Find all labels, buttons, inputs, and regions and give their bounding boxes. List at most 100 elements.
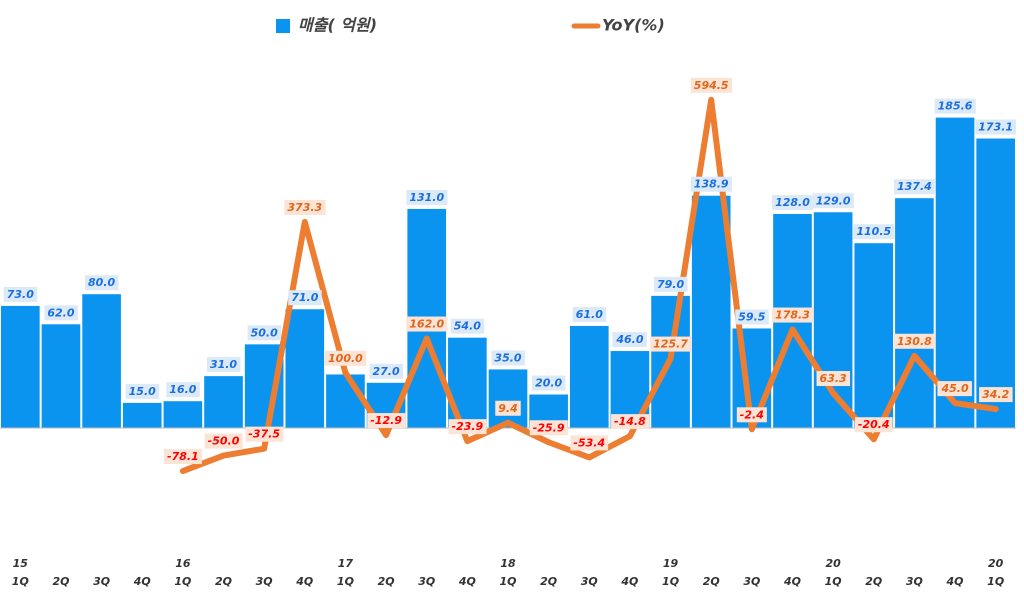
yoy-value-label: -20.4 (858, 418, 890, 431)
bar-value-label-bg (612, 332, 647, 348)
bar-value-label: 50.0 (251, 326, 278, 339)
bar-value-label: 137.4 (897, 180, 932, 193)
x-year-label: 19 (663, 557, 679, 570)
x-tick-label: 3Q (256, 575, 273, 588)
bar-value-label-group: 20.0 (532, 375, 566, 391)
bar-value-label-bg (572, 306, 607, 322)
bar-value-label-bg (450, 318, 485, 334)
bar-value-label-bg (288, 290, 322, 306)
bar (326, 374, 365, 428)
bar-value-label-bg (934, 98, 976, 114)
bar (82, 294, 121, 428)
x-tick-label: 3Q (93, 575, 110, 588)
bar-value-label: 27.0 (373, 365, 400, 378)
yoy-value-label-group: -37.5 (245, 426, 284, 442)
yoy-value-label: -12.9 (370, 414, 402, 427)
bar-value-label: 35.0 (494, 351, 521, 364)
yoy-value-label-bg (204, 433, 243, 449)
bar-value-label-bg (44, 305, 78, 321)
yoy-value-label-bg (325, 350, 367, 366)
bar-value-label-group: 31.0 (206, 357, 241, 373)
bar-value-label-bg (206, 357, 241, 373)
legend-label: 매출( 억원) (298, 16, 377, 35)
bar-value-label-group: 110.5 (853, 224, 895, 240)
bar-value-label: 128.0 (775, 196, 810, 209)
yoy-value-label-group: 373.3 (284, 199, 326, 215)
bar (935, 117, 975, 428)
yoy-value-label: 162.0 (409, 318, 444, 331)
bar-value-label-group: 173.1 (975, 119, 1017, 135)
yoy-value-label-bg (164, 449, 202, 465)
bar-value-label-bg (406, 189, 448, 205)
yoy-value-label-group: -23.9 (448, 419, 487, 435)
x-year-label: 15 (13, 557, 29, 570)
yoy-value-label-bg (650, 336, 692, 352)
x-tick-label: 2Q (703, 575, 720, 588)
bar-value-label: 20.0 (535, 377, 562, 390)
yoy-value-label: -37.5 (248, 428, 280, 441)
yoy-value-label: 130.8 (897, 335, 932, 348)
bar (285, 309, 325, 428)
bar-value-label-group: 131.0 (406, 189, 448, 205)
bar-value-label-group: 129.0 (812, 193, 854, 209)
bar-value-label-group: 71.0 (288, 290, 322, 306)
bar-value-label: 59.5 (738, 310, 765, 323)
bar (488, 369, 528, 428)
yoy-value-label-group: 34.2 (979, 387, 1013, 403)
bar-value-label-group: 138.9 (690, 176, 732, 192)
x-tick-label: 1Q (12, 575, 29, 588)
yoy-value-label: -78.1 (167, 450, 199, 463)
bar-value-label: 129.0 (816, 194, 851, 207)
yoy-value-label-group: 594.5 (690, 77, 732, 93)
yoy-value-label: -2.4 (740, 408, 764, 421)
legend-swatch (276, 19, 290, 33)
yoy-value-label-bg (772, 307, 814, 323)
yoy-value-label-bg (406, 316, 448, 332)
legend-label: YoY(%) (602, 16, 665, 35)
x-tick-label: 2Q (540, 575, 557, 588)
bar-value-label-bg (85, 275, 119, 291)
bar (163, 401, 203, 428)
bar-value-label-bg (894, 179, 935, 195)
yoy-value-label-bg (367, 413, 406, 429)
yoy-value-label: -25.9 (533, 421, 565, 434)
bar-value-label-bg (735, 309, 769, 325)
bar (854, 243, 894, 428)
x-year-label: 16 (175, 557, 191, 570)
bar-value-label-group: 46.0 (612, 332, 647, 348)
yoy-value-label-bg (570, 435, 609, 451)
bar-value-label-bg (532, 375, 566, 391)
yoy-value-label-bg (284, 199, 326, 215)
bar-value-label-bg (812, 193, 854, 209)
bar-value-label-group: 54.0 (450, 318, 485, 334)
yoy-value-label-group: -12.9 (367, 413, 406, 429)
bar-value-label: 80.0 (88, 276, 115, 289)
bar (691, 195, 731, 428)
yoy-value-label: 9.4 (498, 402, 518, 415)
bar (41, 324, 81, 428)
bar (569, 325, 609, 428)
x-tick-label: 2Q (378, 575, 395, 588)
yoy-value-label-bg (611, 414, 650, 430)
bar (895, 198, 934, 428)
bar (204, 376, 243, 428)
bar-value-label: 31.0 (210, 358, 237, 371)
yoy-value-label-group: 178.3 (772, 307, 814, 323)
yoy-value-label-group: 100.0 (325, 350, 367, 366)
yoy-value-label: 34.2 (982, 388, 1009, 401)
bar-value-label-group: 62.0 (44, 305, 78, 321)
bar-value-label-group: 27.0 (369, 363, 403, 379)
x-tick-label: 1Q (662, 575, 679, 588)
yoy-value-label: 373.3 (287, 201, 322, 214)
bar-value-label: 79.0 (657, 278, 684, 291)
bar-value-label: 46.0 (615, 333, 643, 346)
x-tick-label: 4Q (295, 575, 313, 588)
bar-value-label: 16.0 (169, 383, 196, 396)
x-tick-label: 2Q (215, 575, 232, 588)
bar-value-label-bg (369, 363, 403, 379)
x-tick-label: 4Q (620, 575, 638, 588)
x-year-label: 18 (500, 557, 516, 570)
bar-value-label-bg (125, 383, 160, 399)
x-tick-label: 4Q (458, 575, 476, 588)
bar-value-label-group: 137.4 (894, 179, 935, 195)
